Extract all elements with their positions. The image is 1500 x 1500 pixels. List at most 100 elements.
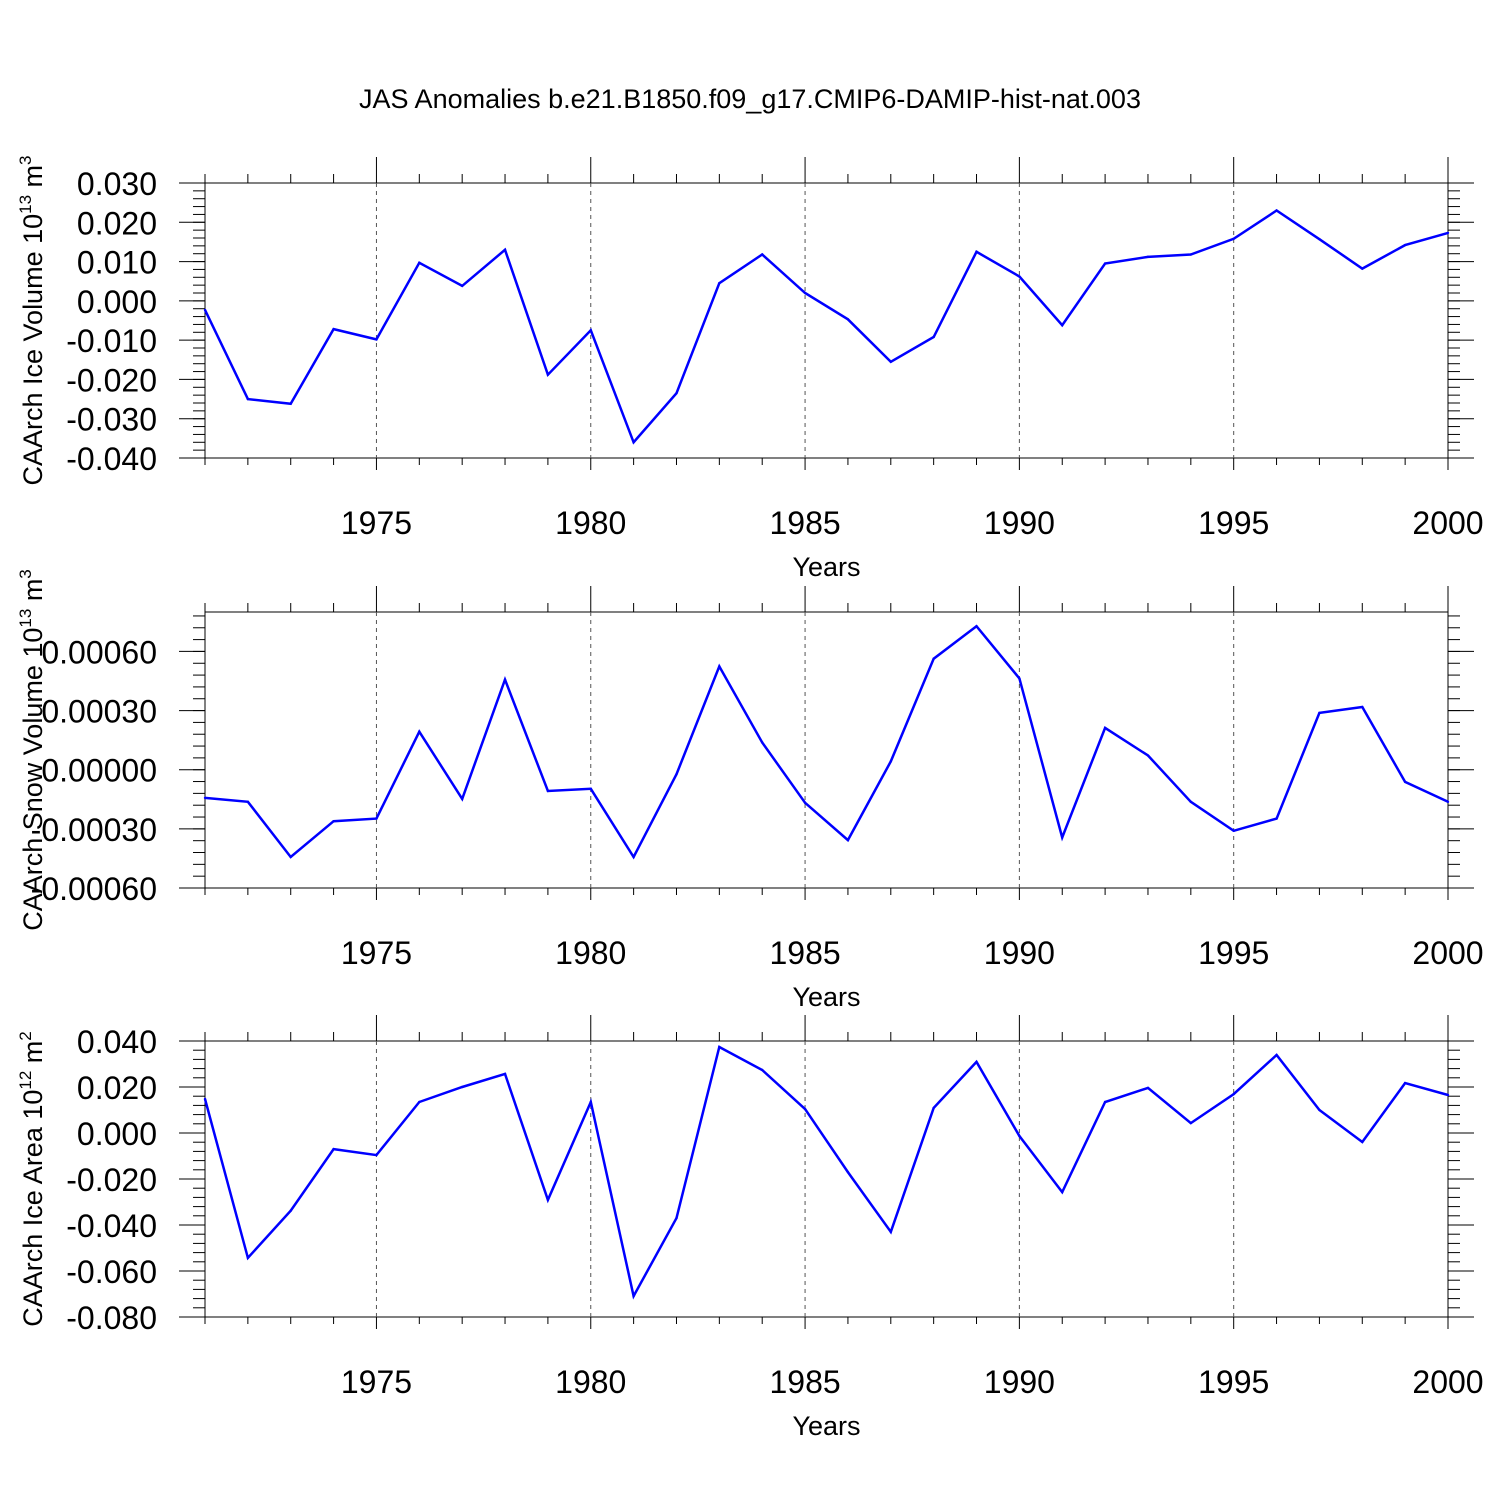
x-tick-label: 1975 — [341, 505, 412, 541]
data-point — [975, 250, 978, 253]
data-point — [1061, 1190, 1064, 1194]
x-axis-label: Years — [792, 1411, 860, 1441]
x-tick-label: 2000 — [1412, 935, 1483, 971]
data-point — [1061, 836, 1064, 839]
y-tick-label: 0.00060 — [41, 634, 157, 670]
data-point — [803, 291, 807, 295]
y-tick-label: -0.060 — [66, 1254, 157, 1290]
data-point — [503, 248, 507, 251]
y-tick-label: 0.020 — [77, 205, 157, 241]
data-point — [1275, 817, 1278, 820]
data-point — [1318, 1108, 1321, 1112]
x-tick-label: 1980 — [555, 505, 626, 541]
y-tick-label: -0.030 — [66, 402, 157, 438]
y-label-unit: m — [18, 165, 48, 195]
data-point — [418, 730, 421, 733]
data-point — [1018, 1134, 1021, 1138]
data-point — [1446, 231, 1450, 235]
x-tick-label: 2000 — [1412, 505, 1483, 541]
data-point — [761, 1068, 764, 1072]
panel-2: 1975 1980 1985 1990 1995 2000 0.00060 0.00030 0.… — [16, 569, 1484, 1012]
y-tick-label: -0.020 — [66, 1162, 157, 1198]
data-point — [675, 1216, 678, 1220]
y-tick-label: -0.040 — [66, 1208, 157, 1244]
data-point — [1275, 209, 1278, 212]
x-tick-label: 1995 — [1198, 935, 1269, 971]
x-tick-label: 1980 — [555, 935, 626, 971]
y-label-unit-exponent: 3 — [16, 569, 35, 578]
y-tick-label: -0.020 — [66, 362, 157, 398]
x-tick-label: 1995 — [1198, 505, 1269, 541]
data-point — [1403, 780, 1407, 784]
data-point — [718, 665, 721, 668]
data-point — [1232, 237, 1235, 240]
data-point — [632, 855, 635, 859]
data-point — [332, 327, 335, 331]
x-tick-label: 1975 — [341, 935, 412, 971]
data-point — [1361, 705, 1364, 709]
x-tick-label: 1985 — [769, 1364, 840, 1400]
data-point — [1103, 262, 1107, 265]
data-point — [932, 657, 935, 660]
data-point — [1446, 800, 1450, 804]
chart-title: JAS Anomalies b.e21.B1850.f09_g17.CMIP6-… — [359, 84, 1141, 114]
data-point — [718, 281, 721, 285]
data-point — [1146, 1086, 1150, 1090]
data-point — [1361, 1140, 1364, 1144]
y-tick-label: 0.010 — [77, 245, 157, 281]
x-tick-label: 1980 — [555, 1364, 626, 1400]
y-tick-label: 0.000 — [77, 1116, 157, 1152]
data-point — [1403, 1081, 1407, 1085]
data-point — [503, 678, 507, 681]
y-tick-label: 0.030 — [77, 166, 157, 202]
data-point — [803, 801, 807, 805]
data-point — [1318, 711, 1321, 715]
y-tick-label: -0.080 — [66, 1300, 157, 1336]
data-point — [675, 391, 678, 395]
y-label-unit-exponent: 3 — [16, 155, 35, 164]
y-label-unit: m — [18, 1041, 48, 1071]
data-point — [332, 1147, 335, 1151]
data-point — [589, 329, 592, 332]
y-label-text: CAArch Ice Area 10 — [18, 1090, 48, 1327]
data-point — [975, 1060, 978, 1064]
data-point — [1146, 754, 1150, 757]
y-axis-label: CAArch Ice Area 1012 m2 — [16, 1031, 48, 1327]
x-tick-label: 1975 — [341, 1364, 412, 1400]
x-axis-label: Years — [792, 552, 860, 582]
series-line — [203, 1045, 1449, 1300]
plot-frame — [204, 611, 1449, 889]
data-point — [1318, 237, 1321, 241]
data-point — [1103, 726, 1107, 730]
x-tick-label: 1985 — [769, 935, 840, 971]
data-point — [718, 1045, 721, 1049]
data-point — [1275, 1053, 1278, 1057]
data-point — [1103, 1100, 1107, 1104]
data-point — [546, 373, 550, 376]
y-label-exponent: 13 — [16, 609, 35, 628]
data-point — [203, 308, 207, 312]
data-point — [460, 284, 464, 288]
data-point — [889, 1230, 892, 1234]
data-point — [375, 817, 378, 820]
series-line — [203, 208, 1449, 445]
data-point — [589, 1100, 592, 1104]
data-point — [932, 335, 935, 339]
data-point — [375, 338, 378, 341]
data-point — [1018, 677, 1021, 680]
y-label-exponent: 13 — [16, 195, 35, 214]
y-label-exponent: 12 — [16, 1071, 35, 1090]
data-point — [460, 797, 464, 801]
data-point — [332, 819, 335, 823]
y-tick-label: 0.00000 — [41, 753, 157, 789]
x-tick-label: 1995 — [1198, 1364, 1269, 1400]
data-point — [1232, 1092, 1235, 1096]
data-point — [803, 1107, 807, 1111]
y-label-unit-exponent: 2 — [16, 1031, 35, 1040]
data-point — [1189, 253, 1193, 256]
y-axis-label: CAArch Ice Volume 1013 m3 — [16, 155, 48, 485]
data-point — [975, 624, 978, 628]
data-point — [546, 789, 550, 793]
